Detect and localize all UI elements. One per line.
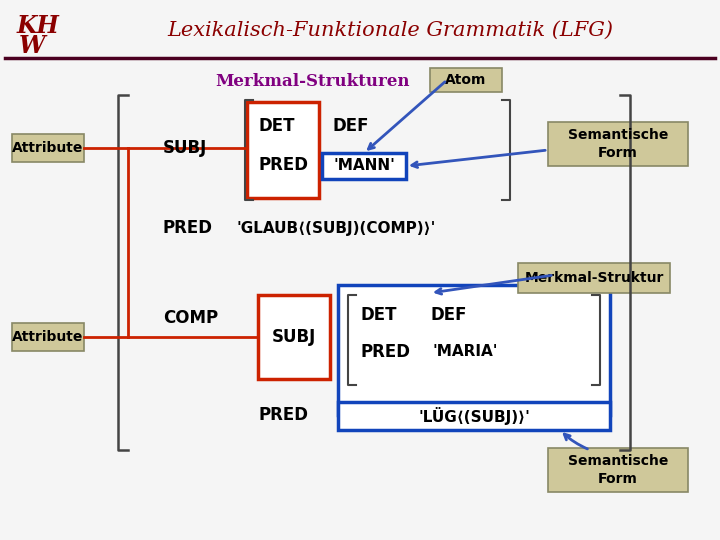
Text: 'LÜG⟨(SUBJ)⟩': 'LÜG⟨(SUBJ)⟩' — [418, 407, 530, 425]
Text: Semantische
Form: Semantische Form — [568, 129, 668, 160]
Text: SUBJ: SUBJ — [272, 328, 316, 346]
Text: DEF: DEF — [430, 306, 467, 324]
Text: 'GLAUB⟨(SUBJ)(COMP)⟩': 'GLAUB⟨(SUBJ)(COMP)⟩' — [237, 220, 436, 235]
Text: Merkmal-Strukturen: Merkmal-Strukturen — [215, 73, 410, 91]
Bar — [338, 402, 610, 430]
Bar — [258, 295, 330, 379]
Text: Lexikalisch-Funktionale Grammatik (LFG): Lexikalisch-Funktionale Grammatik (LFG) — [167, 21, 613, 39]
Text: Semantische
Form: Semantische Form — [568, 454, 668, 485]
Bar — [12, 134, 84, 162]
Text: W: W — [19, 34, 45, 58]
Bar — [322, 153, 406, 179]
Text: DET: DET — [360, 306, 397, 324]
Text: PRED: PRED — [163, 219, 213, 237]
Bar — [338, 285, 610, 415]
Text: Attribute: Attribute — [12, 330, 84, 344]
Text: DET: DET — [258, 117, 294, 135]
Bar — [548, 448, 688, 492]
Text: PRED: PRED — [258, 156, 308, 174]
Text: COMP: COMP — [163, 309, 218, 327]
Bar — [548, 122, 688, 166]
Bar — [12, 323, 84, 351]
Text: 'MANN': 'MANN' — [333, 159, 395, 173]
Text: KH: KH — [17, 14, 60, 38]
Text: Attribute: Attribute — [12, 141, 84, 155]
Text: PRED: PRED — [360, 343, 410, 361]
Text: PRED: PRED — [258, 406, 308, 424]
Bar — [518, 263, 670, 293]
Text: 'MARIA': 'MARIA' — [432, 345, 498, 360]
Text: Atom: Atom — [445, 73, 487, 87]
Bar — [247, 102, 319, 198]
Text: DEF: DEF — [332, 117, 369, 135]
Bar — [430, 68, 502, 92]
Text: SUBJ: SUBJ — [163, 139, 207, 157]
Text: Merkmal-Struktur: Merkmal-Struktur — [524, 271, 664, 285]
